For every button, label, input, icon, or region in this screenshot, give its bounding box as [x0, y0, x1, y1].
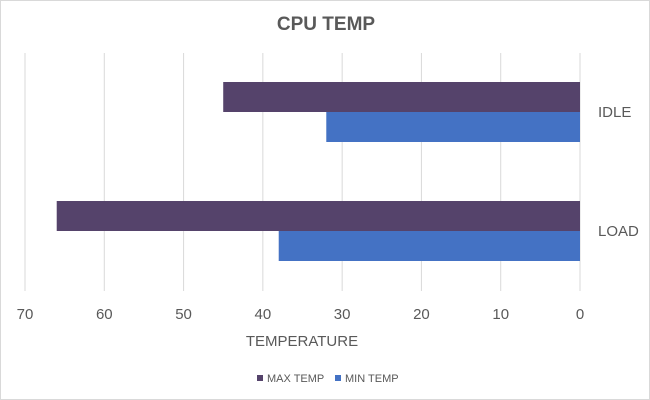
bar-load-max-temp: [56, 201, 580, 231]
x-tick-30: 30: [334, 306, 351, 323]
x-tick-20: 20: [413, 306, 430, 323]
legend-label-max-temp: MAX TEMP: [267, 373, 324, 385]
legend-swatch-max-temp: [257, 375, 263, 381]
x-tick-0: 0: [576, 306, 584, 323]
legend: MAX TEMP MIN TEMP: [257, 373, 399, 385]
x-tick-10: 10: [492, 306, 509, 323]
category-label-idle: IDLE: [598, 104, 631, 121]
x-tick-40: 40: [255, 306, 272, 323]
legend-label-min-temp: MIN TEMP: [345, 373, 399, 385]
x-tick-70: 70: [17, 306, 34, 323]
x-tick-labels: 70 60 50 40 30 20 10 0: [17, 306, 585, 323]
x-tick-60: 60: [96, 306, 113, 323]
x-tick-50: 50: [175, 306, 192, 323]
chart-title: CPU TEMP: [277, 14, 376, 35]
category-label-load: LOAD: [598, 223, 639, 240]
bar-load-min-temp: [278, 231, 580, 261]
x-axis-label: TEMPERATURE: [246, 333, 358, 350]
category-labels: IDLE LOAD: [598, 104, 639, 240]
bar-idle-max-temp: [223, 82, 580, 112]
bar-idle-min-temp: [326, 112, 580, 142]
bars: [56, 82, 580, 261]
legend-swatch-min-temp: [335, 375, 341, 381]
